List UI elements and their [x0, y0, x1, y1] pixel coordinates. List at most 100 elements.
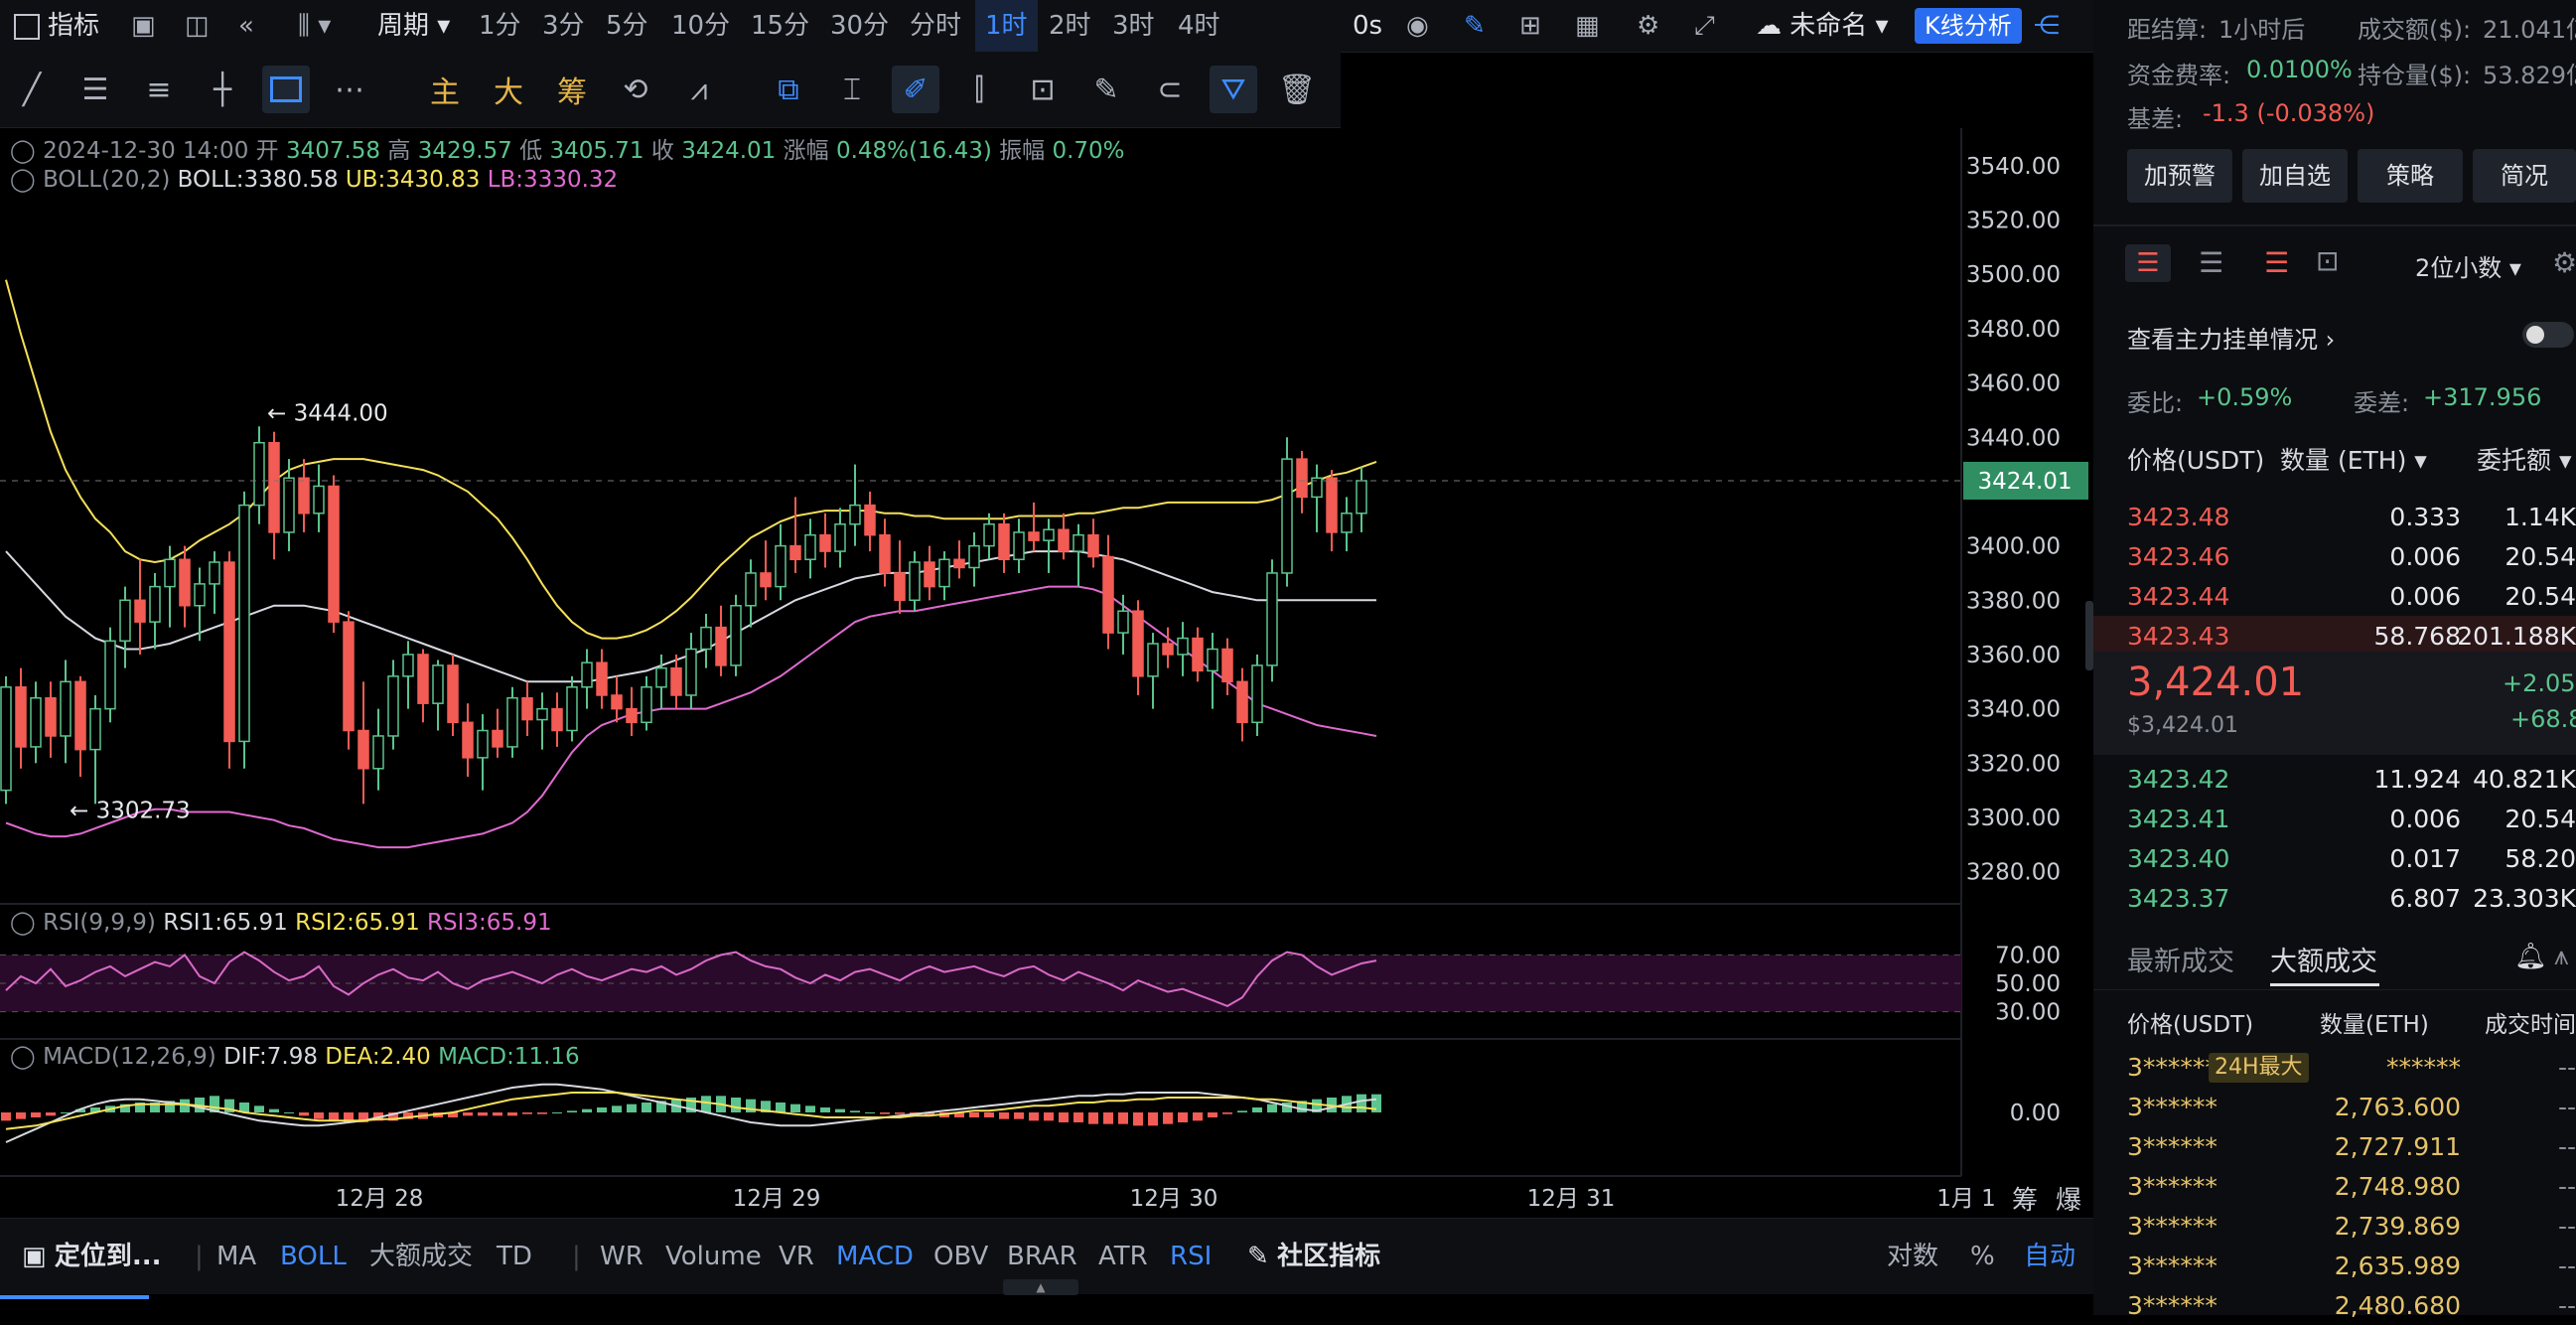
- fullscreen-icon[interactable]: ⤢: [1694, 11, 1715, 41]
- trade-row[interactable]: 3****** 2,635.989 --: [2093, 1246, 2576, 1285]
- collapse-icon[interactable]: ◯: [10, 910, 36, 936]
- bid-row[interactable]: 3423.42 11.924 40.821K: [2093, 759, 2576, 799]
- decimals-select[interactable]: 2位小数 ▾: [2415, 254, 2521, 282]
- auto-icon[interactable]: ⟲: [623, 72, 648, 107]
- locate-button[interactable]: ▣ 定位到...: [22, 1242, 162, 1271]
- tab-latest-trades[interactable]: 最新成交: [2127, 947, 2234, 977]
- interval-1m[interactable]: 1分: [479, 11, 521, 41]
- add-watchlist-button[interactable]: 加自选: [2242, 149, 2348, 203]
- bid-row[interactable]: 3423.41 0.006 20.54: [2093, 799, 2576, 838]
- trade-row[interactable]: 3****** 2,748.980 --: [2093, 1166, 2576, 1206]
- interval-timeshare[interactable]: 分时: [910, 11, 962, 41]
- indicator-ma[interactable]: MA: [216, 1242, 257, 1271]
- filter-icon[interactable]: ⛛: [1210, 66, 1257, 113]
- indicator-boll[interactable]: BOLL: [280, 1242, 347, 1271]
- parallel-tool-icon[interactable]: ≡: [146, 72, 172, 107]
- share-icon[interactable]: ⋲: [2034, 11, 2060, 41]
- ask-row[interactable]: 3423.43 58.768 201.188K: [2093, 616, 2576, 656]
- interval-2h[interactable]: 2时: [1049, 11, 1091, 41]
- add-icon[interactable]: ⊞: [1519, 11, 1541, 41]
- orderbook-asks-icon[interactable]: ☰: [2264, 246, 2290, 279]
- layout-name[interactable]: ☁ 未命名 ▾: [1756, 11, 1889, 41]
- auto-scale-toggle[interactable]: 自动: [2024, 1242, 2076, 1271]
- collapse-icon[interactable]: ◯: [10, 1044, 36, 1070]
- trash-icon[interactable]: 🗑: [1277, 72, 1317, 107]
- bell-icon[interactable]: 🔔︎: [2514, 942, 2548, 971]
- big-trades-toggle[interactable]: 大: [494, 75, 523, 110]
- rewind-icon[interactable]: «: [238, 11, 254, 41]
- orderbook-expand-icon[interactable]: ⊡: [2316, 244, 2340, 277]
- indicators-menu[interactable]: 指标: [14, 0, 99, 52]
- interval-15m[interactable]: 15分: [751, 11, 810, 41]
- strategy-button[interactable]: 策略: [2358, 149, 2463, 203]
- interval-1h[interactable]: 1时: [975, 0, 1038, 52]
- macd-name[interactable]: MACD(12,26,9): [43, 1044, 216, 1070]
- indicator-td[interactable]: TD: [497, 1242, 532, 1271]
- trade-row[interactable]: 3****** ****** --: [2093, 1047, 2576, 1087]
- more-tools-icon[interactable]: ⋯: [335, 72, 364, 107]
- hline-tool-icon[interactable]: ┼: [213, 72, 232, 107]
- hlines-tool-icon[interactable]: ☰: [81, 72, 109, 107]
- interval-3m[interactable]: 3分: [542, 11, 585, 41]
- settings-icon[interactable]: ⚙: [2552, 246, 2576, 279]
- indicator-volume[interactable]: Volume: [665, 1242, 762, 1271]
- main-chart-toggle[interactable]: 主: [430, 75, 460, 110]
- indicator-atr[interactable]: ATR: [1098, 1242, 1148, 1271]
- add-alert-button[interactable]: 加预警: [2127, 149, 2232, 203]
- rsi-name[interactable]: RSI(9,9,9): [43, 910, 156, 936]
- candles-icon[interactable]: ⫿: [974, 72, 984, 107]
- line-tool-icon[interactable]: ╱: [22, 72, 42, 107]
- ask-row[interactable]: 3423.46 0.006 20.54: [2093, 536, 2576, 576]
- kline-analysis-button[interactable]: K线分析: [1915, 8, 2022, 44]
- trade-row[interactable]: 3****** 2,480.680 --: [2093, 1285, 2576, 1325]
- bid-row[interactable]: 3423.37 6.807 23.303K: [2093, 878, 2576, 918]
- image-icon[interactable]: ▦: [1575, 11, 1600, 41]
- boll-name[interactable]: BOLL(20,2): [43, 167, 171, 193]
- period-menu[interactable]: 周期 ▾: [377, 11, 451, 41]
- calendar-icon[interactable]: ▣: [131, 11, 156, 41]
- chips-toggle[interactable]: 筹: [557, 75, 587, 110]
- orderbook-bids-icon[interactable]: ☰: [2199, 246, 2224, 279]
- draw-mode-icon[interactable]: ✐: [892, 66, 939, 113]
- measure-icon[interactable]: ⩘: [690, 72, 708, 107]
- interval-30m[interactable]: 30分: [830, 11, 890, 41]
- overview-button[interactable]: 简况: [2473, 149, 2576, 203]
- chart-area[interactable]: 70.00 50.00 30.00 3540.00 3520.00 3500.00 3480…: [0, 128, 2093, 1218]
- log-scale-toggle[interactable]: 对数: [1887, 1242, 1939, 1271]
- indicator-obv[interactable]: OBV: [933, 1242, 989, 1271]
- pen-icon[interactable]: ✎: [1464, 11, 1486, 41]
- chips-side-label[interactable]: 筹: [2012, 1186, 2039, 1216]
- bid-row[interactable]: 3423.40 0.017 58.20: [2093, 838, 2576, 878]
- ruler-icon[interactable]: ⌶: [843, 72, 861, 107]
- ask-row[interactable]: 3423.48 0.333 1.14K: [2093, 497, 2576, 536]
- ob-header-total[interactable]: 委托额 ▾: [2477, 446, 2572, 475]
- burst-side-label[interactable]: 爆: [2056, 1186, 2082, 1216]
- panel-resize-handle[interactable]: [2085, 601, 2093, 670]
- lock-icon[interactable]: ⊡: [1030, 72, 1056, 107]
- tab-big-trades[interactable]: 大额成交: [2270, 947, 2377, 977]
- collapse-icon[interactable]: ◯: [10, 167, 36, 193]
- indicator-wr[interactable]: WR: [600, 1242, 644, 1271]
- indicator-big-trades[interactable]: 大额成交: [369, 1242, 474, 1271]
- chart-mini-icon[interactable]: ⩚: [2554, 942, 2569, 971]
- eye-icon[interactable]: ◯: [10, 138, 36, 164]
- chart-type-icon[interactable]: ⫼ ▾: [298, 11, 332, 41]
- main-orders-link[interactable]: 查看主力挂单情况 ›: [2127, 326, 2336, 354]
- gear-icon[interactable]: ⚙: [1637, 11, 1660, 41]
- indicator-rsi[interactable]: RSI: [1170, 1242, 1213, 1271]
- interval-5m[interactable]: 5分: [606, 11, 648, 41]
- ob-header-qty[interactable]: 数量 (ETH) ▾: [2280, 446, 2427, 475]
- edit-icon[interactable]: ✎: [1093, 72, 1119, 107]
- layout-icon[interactable]: ◫: [185, 11, 210, 41]
- magnet-icon[interactable]: ⊂: [1157, 72, 1183, 107]
- indicator-macd[interactable]: MACD: [836, 1242, 914, 1271]
- copy-icon[interactable]: ⧉: [778, 72, 799, 107]
- ask-row[interactable]: 3423.44 0.006 20.54: [2093, 576, 2576, 616]
- community-indicators[interactable]: ✎ 社区指标: [1247, 1242, 1381, 1271]
- interval-3h[interactable]: 3时: [1112, 11, 1155, 41]
- rect-tool-icon[interactable]: [262, 66, 310, 113]
- indicator-brar[interactable]: BRAR: [1007, 1242, 1077, 1271]
- interval-4h[interactable]: 4时: [1178, 11, 1220, 41]
- trade-row[interactable]: 3****** 2,739.869 --: [2093, 1206, 2576, 1246]
- expand-handle[interactable]: ▲: [1003, 1279, 1078, 1295]
